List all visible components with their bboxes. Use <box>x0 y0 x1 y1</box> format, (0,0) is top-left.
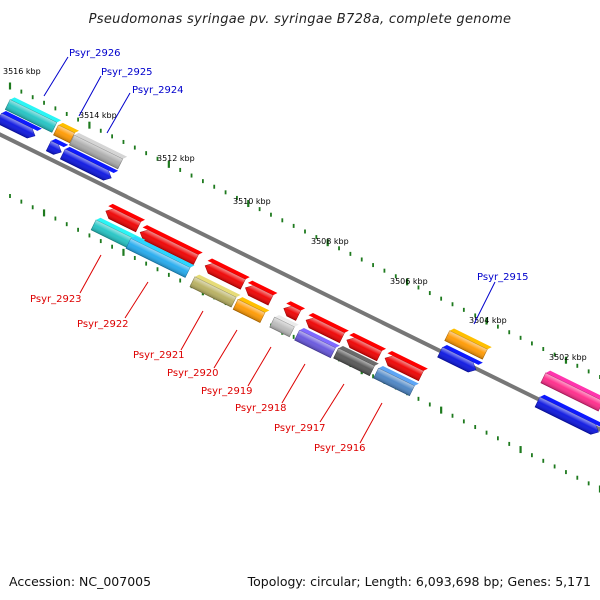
gene-label-forward: Psyr_2926 <box>69 48 121 59</box>
gene-block-red <box>139 225 203 266</box>
gene-label-reverse: Psyr_2920 <box>167 368 219 379</box>
gene-label-reverse: Psyr_2918 <box>235 403 287 414</box>
gene-block-psyr-2920 <box>232 297 270 323</box>
scale-tick-label: 3502 kbp <box>549 353 587 362</box>
gene-block-psyr-2916 <box>373 365 419 397</box>
leader-line-psyr-2919 <box>247 346 272 387</box>
gene-block-forward-blue <box>534 394 600 435</box>
gene-block-red <box>105 203 146 233</box>
leader-line-psyr-2921 <box>180 310 204 351</box>
gene-block-psyr-2919 <box>269 314 299 338</box>
gene-block-forward-blue <box>59 146 119 181</box>
scale-tick-label: 3512 kbp <box>157 154 195 163</box>
gene-label-reverse: Psyr_2916 <box>314 443 366 454</box>
gene-block-forward-blue-small <box>45 138 69 155</box>
gene-block-forward-blue <box>437 344 483 373</box>
gene-block-psyr-2926 <box>4 97 62 133</box>
gene-label-forward: Psyr_2924 <box>132 85 184 96</box>
accession-text: Accession: NC_007005 <box>9 574 152 589</box>
gene-block-psyr-2918 <box>294 327 340 359</box>
label-leader-lines <box>43 56 496 444</box>
leader-line-psyr-2924 <box>106 92 131 134</box>
gene-block-psyr-2917 <box>333 345 379 377</box>
leader-line-psyr-2925 <box>78 75 102 117</box>
gene-block-forward-blue <box>0 110 42 139</box>
gene-features <box>0 97 600 435</box>
map-title: Pseudomonas syringae pv. syringae B728a,… <box>89 12 512 27</box>
leader-line-psyr-2918 <box>281 363 306 404</box>
gene-block-red <box>346 332 387 362</box>
gene-block-red <box>283 301 306 321</box>
scale-tick-label: 3508 kbp <box>311 237 349 246</box>
scale-ticks-upper <box>8 82 600 379</box>
gene-block-forward-magenta <box>540 370 600 412</box>
gene-block-psyr-2925 <box>53 122 79 144</box>
gene-label-reverse: Psyr_2923 <box>30 294 82 305</box>
gene-labels: Psyr_2926 Psyr_2925 Psyr_2924 Psyr_2915 Psyr… <box>30 48 529 454</box>
gene-label-forward: Psyr_2925 <box>101 67 153 78</box>
gene-block-red <box>245 280 278 306</box>
scale-tick-label: 3506 kbp <box>390 277 428 286</box>
scale-tick-label: 3504 kbp <box>469 316 507 325</box>
leader-line-psyr-2926 <box>43 56 69 97</box>
gene-block-psyr-2924 <box>68 132 128 170</box>
leader-line-psyr-2922 <box>124 281 149 319</box>
gene-label-reverse: Psyr_2917 <box>274 423 326 434</box>
gene-block-psyr-2915 <box>444 328 492 360</box>
gene-block-red <box>305 312 349 344</box>
leader-line-psyr-2923 <box>79 254 102 294</box>
scale-tick-labels: 3516 kbp 3514 kbp 3512 kbp 3510 kbp 3508 kbp… <box>3 67 587 362</box>
gene-label-reverse: Psyr_2919 <box>201 386 253 397</box>
genome-stats-text: Topology: circular; Length: 6,093,698 bp… <box>247 574 591 589</box>
gene-block-psyr-2922 <box>125 236 195 278</box>
leader-line-psyr-2916 <box>359 402 383 444</box>
gene-block-red <box>204 258 250 290</box>
scale-tick-label: 3514 kbp <box>79 111 117 120</box>
gene-block-red <box>384 350 428 382</box>
genome-backbone <box>0 132 600 432</box>
scale-tick-label: 3510 kbp <box>233 197 271 206</box>
gene-block-psyr-2921 <box>189 274 241 308</box>
leader-line-psyr-2917 <box>319 383 345 423</box>
gene-label-forward: Psyr_2915 <box>477 272 529 283</box>
scale-tick-label: 3516 kbp <box>3 67 41 76</box>
leader-line-psyr-2920 <box>213 329 238 369</box>
gene-label-reverse: Psyr_2922 <box>77 319 129 330</box>
leader-line-psyr-2915 <box>473 281 496 325</box>
gene-label-reverse: Psyr_2921 <box>133 350 185 361</box>
